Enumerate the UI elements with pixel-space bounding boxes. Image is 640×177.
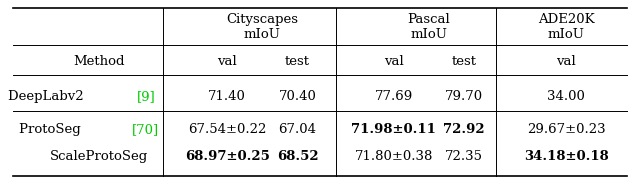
Text: 67.54±0.22: 67.54±0.22 xyxy=(188,123,266,136)
Text: Method: Method xyxy=(74,55,125,68)
Text: 34.00: 34.00 xyxy=(547,90,586,103)
Text: test: test xyxy=(285,55,310,68)
Text: 67.04: 67.04 xyxy=(278,123,317,136)
Text: DeepLabv2: DeepLabv2 xyxy=(8,90,88,103)
Text: [9]: [9] xyxy=(137,90,156,103)
Text: val: val xyxy=(218,55,237,68)
Text: ProtoSeg [70]: ProtoSeg [70] xyxy=(52,123,146,136)
Text: ProtoSeg: ProtoSeg xyxy=(19,123,85,136)
Text: [70]: [70] xyxy=(131,123,159,136)
Text: 68.52: 68.52 xyxy=(276,150,319,163)
Text: 71.40: 71.40 xyxy=(208,90,246,103)
Text: Cityscapes
mIoU: Cityscapes mIoU xyxy=(227,13,298,41)
Text: 79.70: 79.70 xyxy=(445,90,483,103)
Text: 71.98±0.11: 71.98±0.11 xyxy=(351,123,436,136)
Text: 72.92: 72.92 xyxy=(443,123,485,136)
Text: 34.18±0.18: 34.18±0.18 xyxy=(524,150,609,163)
Text: 29.67±0.23: 29.67±0.23 xyxy=(527,123,605,136)
Text: val: val xyxy=(384,55,403,68)
Text: 72.35: 72.35 xyxy=(445,150,483,163)
Text: 77.69: 77.69 xyxy=(374,90,413,103)
Text: ADE20K
mIoU: ADE20K mIoU xyxy=(538,13,595,41)
Text: Pascal
mIoU: Pascal mIoU xyxy=(408,13,450,41)
Text: val: val xyxy=(557,55,576,68)
Text: 71.80±0.38: 71.80±0.38 xyxy=(355,150,433,163)
Text: DeepLabv2 [9]: DeepLabv2 [9] xyxy=(50,90,148,103)
Text: 68.97±0.25: 68.97±0.25 xyxy=(185,150,269,163)
Text: ScaleProtoSeg: ScaleProtoSeg xyxy=(50,150,148,163)
Text: 70.40: 70.40 xyxy=(278,90,317,103)
Text: test: test xyxy=(451,55,477,68)
